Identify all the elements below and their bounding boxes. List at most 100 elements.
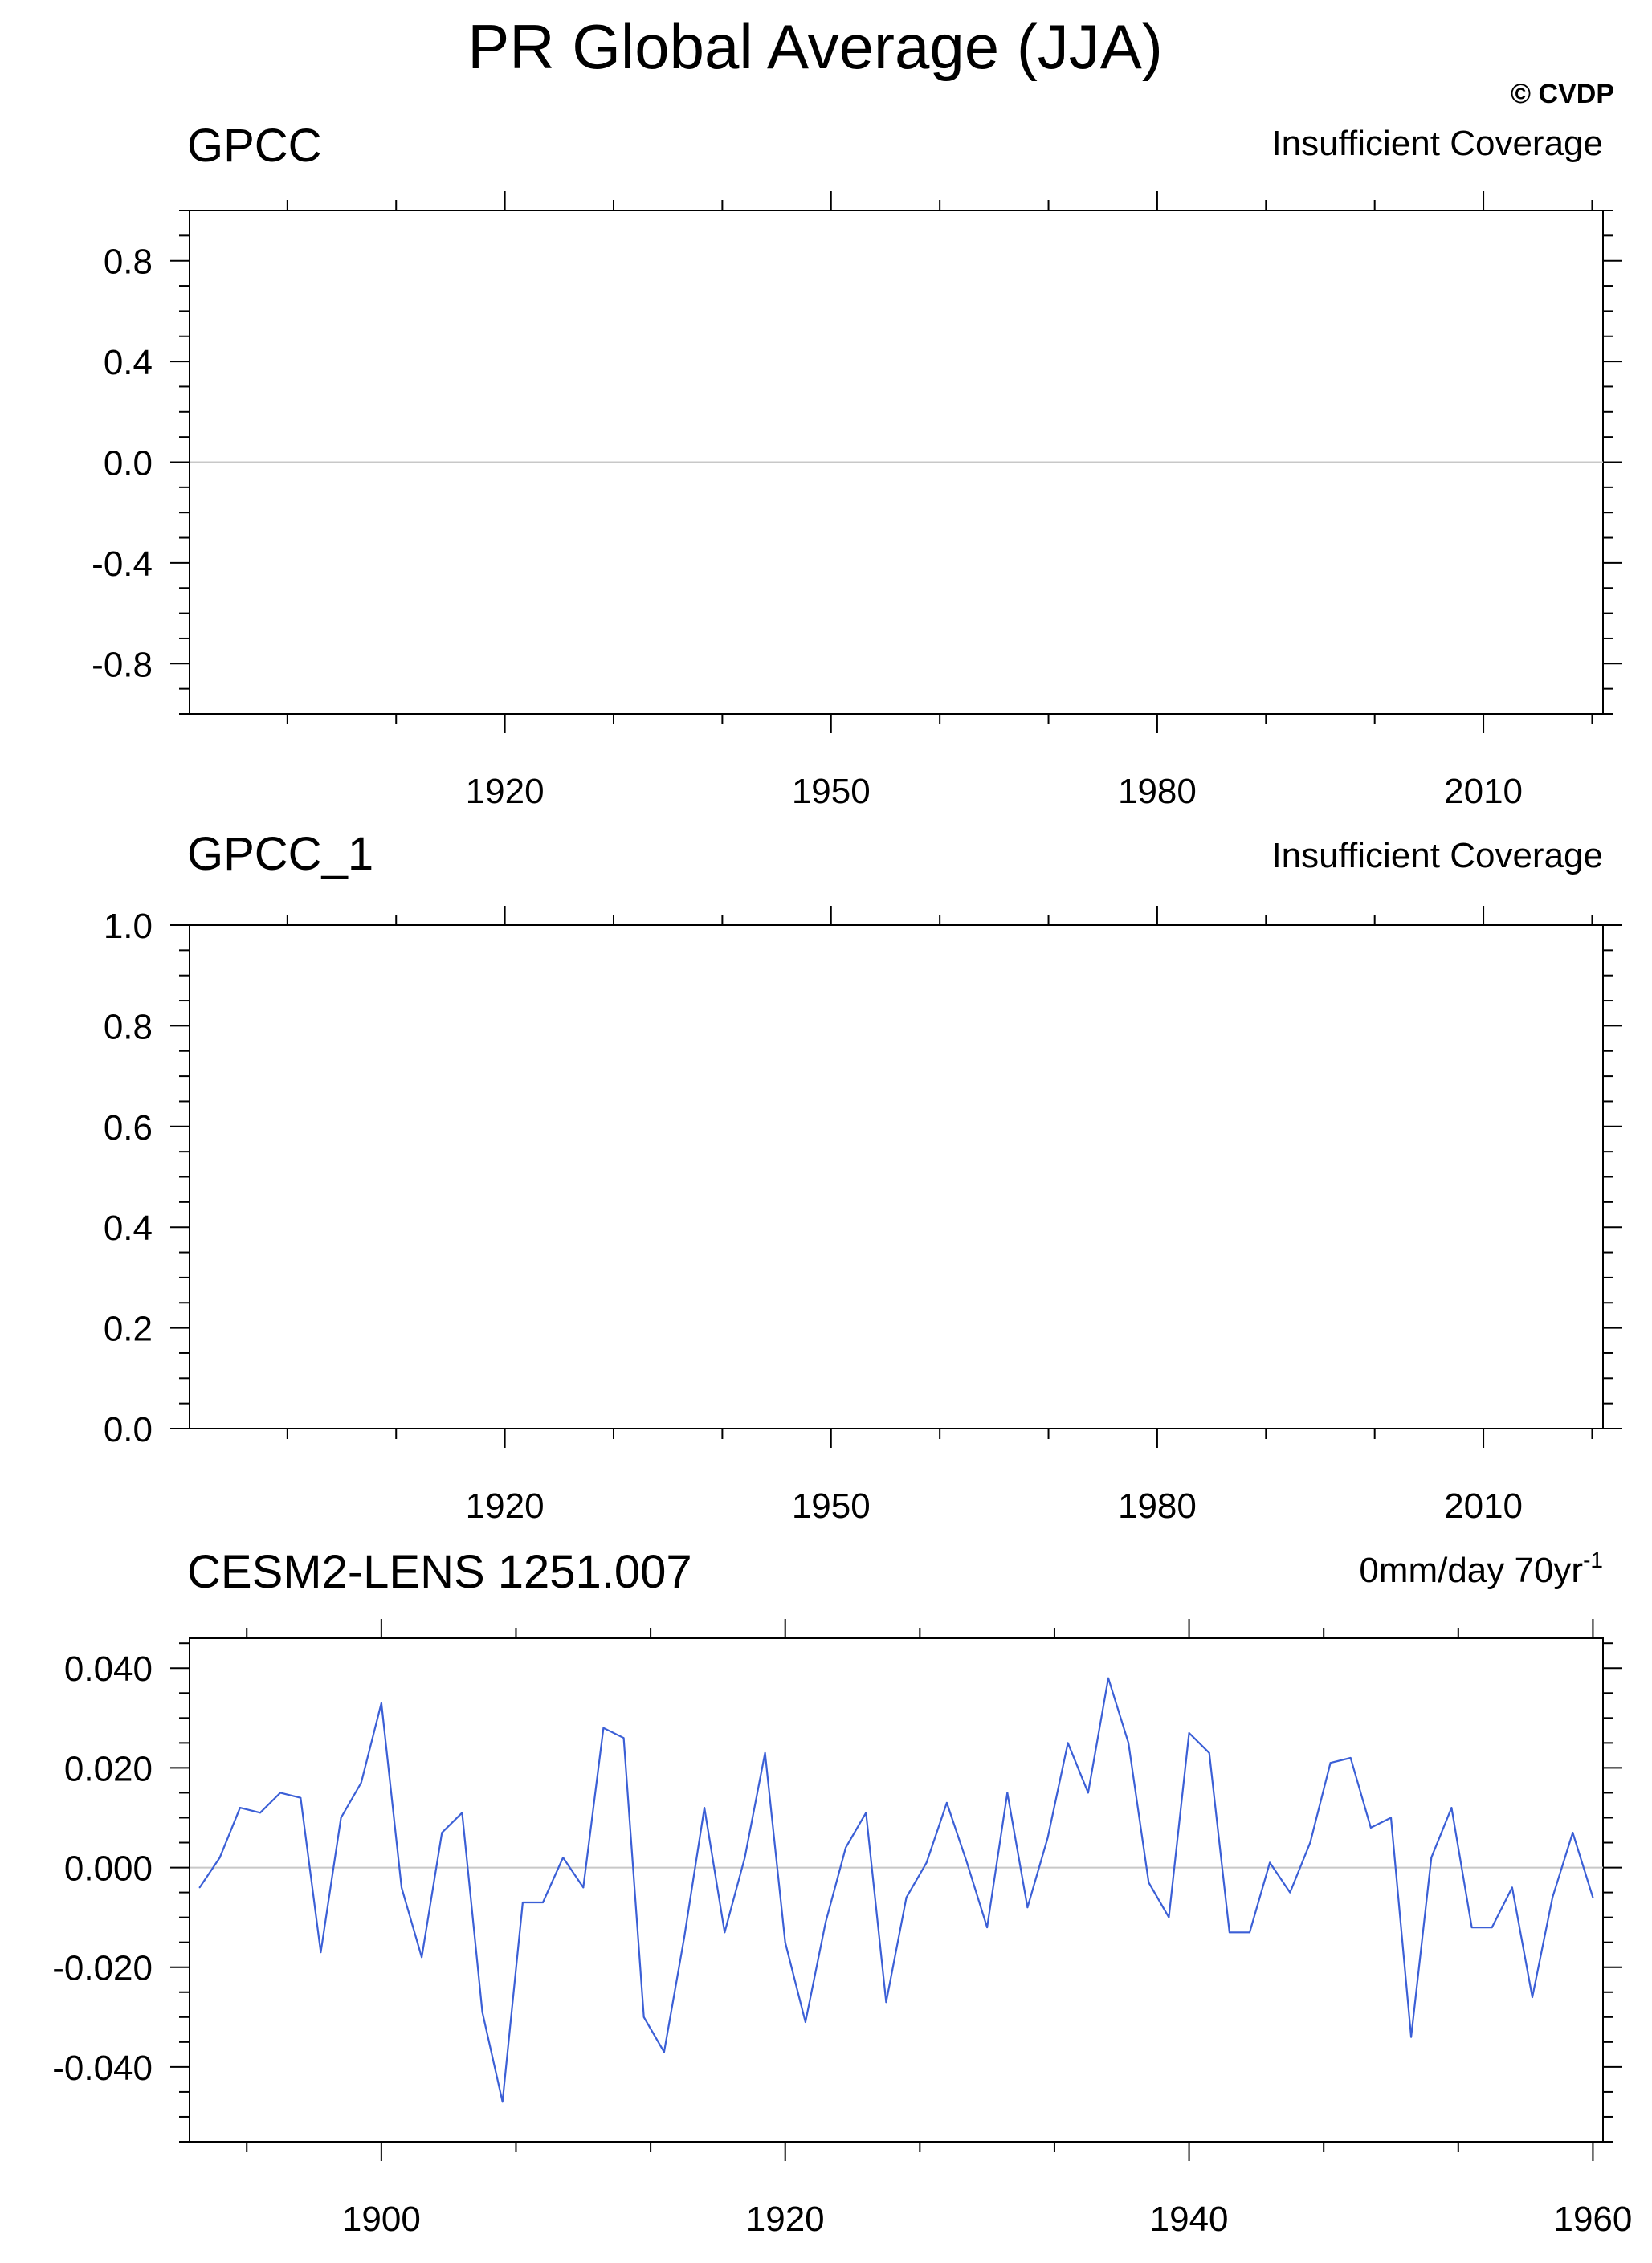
series-point — [1228, 1931, 1230, 1934]
series-point — [622, 1737, 625, 1739]
y-tick-label: -0.020 — [52, 1949, 153, 1988]
series-point — [1592, 1896, 1594, 1898]
series-point — [320, 1951, 322, 1954]
series-point — [1026, 1906, 1029, 1909]
tick-marks — [170, 906, 1622, 1448]
series-point — [1046, 1837, 1049, 1839]
panel-left-title: GPCC_1 — [187, 828, 373, 880]
tick-marks — [170, 191, 1622, 733]
y-tick-labels: 1.0 0.8 0.6 0.4 0.2 0.0 — [104, 907, 153, 1450]
y-tick-label: 0.6 — [104, 1108, 153, 1148]
series-point — [663, 2051, 665, 2053]
panel-right-title-superscript: -1 — [1583, 1547, 1603, 1572]
y-tick-label: 0.4 — [104, 343, 153, 382]
series-point — [1532, 1996, 1533, 1998]
x-tick-label: 1920 — [466, 1486, 545, 1526]
series-point — [1128, 1742, 1130, 1744]
series-point — [724, 1931, 726, 1934]
series-point — [340, 1817, 342, 1819]
series-point — [239, 1807, 241, 1809]
y-tick-label: -0.4 — [92, 544, 153, 584]
y-tick-label: 0.8 — [104, 1007, 153, 1046]
y-tick-label: -0.040 — [52, 2049, 153, 2088]
y-tick-label: 0.0 — [104, 1410, 153, 1450]
series-point — [279, 1792, 282, 1794]
series-point — [825, 1921, 826, 1923]
series-point — [1309, 1841, 1311, 1844]
series-point — [300, 1796, 302, 1799]
panel-cesm2-lens: CESM2-LENS 1251.007 0mm/day 70yr-1 0.040… — [52, 1546, 1632, 2239]
series-point — [1249, 1931, 1250, 1934]
y-tick-labels: 0.8 0.4 0.0 -0.4 -0.8 — [92, 243, 153, 685]
series-point — [1329, 1762, 1332, 1764]
x-tick-labels: 1900 1920 1940 1960 — [342, 2200, 1632, 2239]
series-point — [1168, 1916, 1170, 1918]
series-point — [764, 1751, 766, 1754]
series-line-group — [198, 1677, 1594, 2103]
y-tick-label: 1.0 — [104, 907, 153, 946]
series-point — [441, 1832, 443, 1834]
series-point — [1006, 1792, 1009, 1794]
series-point — [704, 1807, 706, 1809]
series-point — [401, 1886, 402, 1889]
y-tick-label: 0.2 — [104, 1310, 153, 1349]
series-point — [1491, 1927, 1493, 1929]
panel-gpcc-1: GPCC_1 Insufficient Coverage 1.0 0.8 0.6 0.… — [104, 828, 1622, 1526]
series-point — [744, 1857, 746, 1859]
x-tick-label: 2010 — [1444, 1486, 1523, 1526]
y-tick-labels: 0.040 0.020 0.000 -0.020 -0.040 — [52, 1649, 153, 2088]
series-point — [1269, 1861, 1271, 1864]
series-point — [1552, 1896, 1554, 1898]
series-point — [501, 2101, 504, 2103]
panel-right-title: Insufficient Coverage — [1271, 836, 1603, 875]
series-point — [804, 2021, 806, 2023]
panel-right-title: 0mm/day 70yr-1 — [1359, 1547, 1603, 1590]
y-tick-label: -0.8 — [92, 645, 153, 684]
series-point — [1289, 1891, 1291, 1894]
series-point — [602, 1727, 605, 1729]
series-point — [885, 2001, 887, 2004]
x-tick-label: 1980 — [1118, 1486, 1197, 1526]
series-point — [461, 1812, 463, 1814]
y-tick-label: 0.4 — [104, 1209, 153, 1248]
series-point — [1148, 1882, 1150, 1884]
x-tick-label: 1900 — [342, 2200, 421, 2239]
series-point — [1470, 1927, 1473, 1929]
series-point — [1349, 1757, 1352, 1759]
series-line — [198, 1677, 1594, 2103]
series-point — [1107, 1677, 1109, 1679]
series-point — [1511, 1886, 1513, 1889]
panel-gpcc: GPCC Insufficient Coverage 0.8 0.4 0.0 -0.4… — [92, 120, 1622, 811]
series-point — [380, 1702, 382, 1704]
series-point — [360, 1782, 362, 1784]
series-point — [1410, 2036, 1413, 2038]
x-tick-label: 1980 — [1118, 772, 1197, 811]
series-point — [218, 1857, 221, 1859]
series-point — [198, 1886, 201, 1889]
y-tick-label: 0.000 — [64, 1849, 153, 1889]
panel-right-title-main: 0mm/day 70yr — [1359, 1551, 1583, 1590]
x-tick-labels: 1920 1950 1980 2010 — [466, 772, 1523, 811]
series-point — [542, 1902, 544, 1903]
series-point — [521, 1902, 524, 1903]
panel-left-title: CESM2-LENS 1251.007 — [187, 1546, 692, 1598]
series-point — [986, 1927, 989, 1929]
y-tick-label: 0.8 — [104, 243, 153, 282]
x-tick-label: 1940 — [1150, 2200, 1229, 2239]
figure-title: PR Global Average (JJA) — [467, 11, 1163, 82]
x-tick-label: 2010 — [1444, 772, 1523, 811]
series-point — [784, 1941, 786, 1943]
series-point — [845, 1846, 847, 1849]
series-point — [1067, 1742, 1069, 1744]
series-point — [1390, 1817, 1392, 1819]
series-point — [683, 1936, 685, 1939]
plot-frame — [189, 924, 1604, 1429]
y-tick-label: 0.0 — [104, 444, 153, 483]
tick-marks — [170, 1619, 1622, 2161]
watermark-text: © CVDP — [1511, 79, 1614, 109]
series-point — [1188, 1732, 1190, 1734]
series-point — [905, 1896, 908, 1898]
series-point — [1208, 1751, 1210, 1754]
series-point — [421, 1956, 423, 1959]
